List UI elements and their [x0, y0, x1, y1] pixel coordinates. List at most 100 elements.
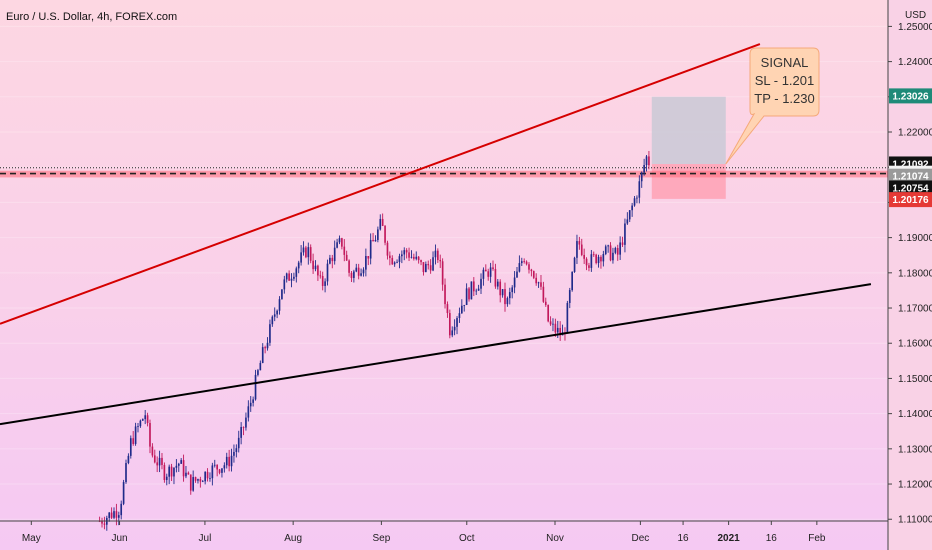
candle-body: [504, 289, 506, 305]
candle-body: [300, 252, 302, 263]
candle-body: [307, 247, 310, 258]
candle-body: [602, 253, 605, 262]
candle-body: [441, 261, 444, 285]
candle-body: [588, 265, 590, 268]
candle-body: [285, 273, 288, 280]
chart-title: Euro / U.S. Dollar, 4h, FOREX.com: [6, 11, 177, 23]
callout-bubble: [725, 47, 820, 165]
candle-body: [532, 271, 535, 278]
time-tick-label: Aug: [284, 533, 302, 544]
candle-body: [405, 250, 408, 253]
candle-body: [317, 265, 319, 276]
candle-body: [537, 282, 540, 284]
candle-body: [439, 259, 442, 262]
candle-body: [288, 273, 290, 281]
candle-body: [369, 239, 372, 259]
candle-body: [230, 455, 233, 467]
price-tag: 1.20176: [889, 192, 932, 208]
candle-body: [117, 515, 120, 518]
candle-body: [233, 451, 235, 456]
candle-body: [403, 250, 406, 255]
candle-body: [168, 466, 171, 477]
candle-body: [511, 287, 514, 293]
candle-body: [242, 427, 245, 428]
candle-body: [115, 511, 118, 518]
price-tick-label: 1.12000: [898, 480, 932, 491]
candle-body: [175, 465, 178, 468]
time-axis[interactable]: May Jun Jul Aug Sep Oct Nov Dec 16 2021 16 Feb: [0, 520, 888, 544]
candle-body: [355, 267, 358, 272]
candle-body: [185, 472, 187, 477]
candle-body: [384, 225, 386, 243]
candle-body: [535, 277, 538, 284]
candle-body: [266, 342, 269, 349]
candle-body: [278, 299, 281, 311]
candle-body: [156, 462, 159, 466]
candle-body: [585, 258, 588, 266]
candle-body: [628, 210, 631, 220]
candle-body: [329, 257, 331, 264]
time-tick-label: 16: [678, 533, 690, 544]
candle-body: [362, 269, 365, 274]
candle-body: [525, 261, 528, 265]
candle-body: [319, 275, 322, 277]
candle-body: [528, 264, 530, 270]
candle-body: [101, 521, 103, 524]
candle-body: [180, 460, 183, 464]
candle-body: [341, 238, 343, 247]
candle-body: [353, 271, 355, 278]
candle-body: [415, 256, 418, 259]
candle-body: [264, 347, 266, 349]
candle-body: [249, 402, 252, 407]
candle-body: [336, 242, 338, 248]
candle-body: [600, 256, 602, 262]
candle-body: [489, 267, 492, 277]
candle-body: [494, 269, 497, 287]
candle-body: [343, 246, 346, 255]
price-tick-label: 1.15000: [898, 374, 932, 385]
price-tag-label: 1.20176: [892, 195, 929, 206]
candle-body: [360, 273, 362, 276]
candle-body: [401, 254, 403, 257]
candle-body: [173, 467, 175, 477]
candle-body: [492, 267, 494, 270]
candle-body: [357, 267, 360, 276]
candle-body: [429, 265, 432, 271]
candle-body: [240, 427, 242, 438]
candle-body: [182, 460, 185, 477]
time-tick-label: May: [22, 533, 41, 544]
candle-body: [468, 288, 470, 300]
candle-body: [252, 399, 254, 403]
candle-body: [393, 262, 396, 265]
candle-body: [235, 448, 238, 452]
candle-body: [177, 463, 180, 466]
candle-body: [132, 438, 135, 444]
candle-body: [576, 241, 578, 258]
signal-callout[interactable]: SIGNAL SL - 1.201 TP - 1.230: [725, 47, 820, 165]
price-tick-label: 1.18000: [898, 268, 932, 279]
candle-body: [648, 156, 650, 166]
candle-body: [146, 415, 149, 423]
candle-body: [482, 269, 485, 279]
candle-body: [516, 271, 518, 278]
candle-body: [141, 419, 144, 421]
grid-layer: [0, 25, 888, 520]
candle-body: [350, 272, 353, 278]
candle-body: [218, 469, 221, 473]
candle-body: [113, 511, 115, 518]
candle-body: [453, 326, 456, 331]
price-axis[interactable]: 1.11000 1.12000 1.13000 1.14000 1.15000 1.160…: [887, 0, 932, 550]
trendline-lower: [0, 283, 872, 426]
price-tick-label: 1.22000: [898, 128, 932, 139]
candle-body: [211, 465, 214, 479]
candle-body: [612, 252, 614, 261]
time-tick-label: 2021: [717, 533, 740, 544]
time-tick-label: Nov: [546, 533, 564, 544]
candle-body: [396, 261, 398, 263]
candle-body: [309, 247, 312, 261]
candle-body: [559, 327, 562, 336]
candle-body: [269, 324, 271, 343]
candle-body: [410, 256, 413, 258]
candle-body: [626, 219, 629, 224]
